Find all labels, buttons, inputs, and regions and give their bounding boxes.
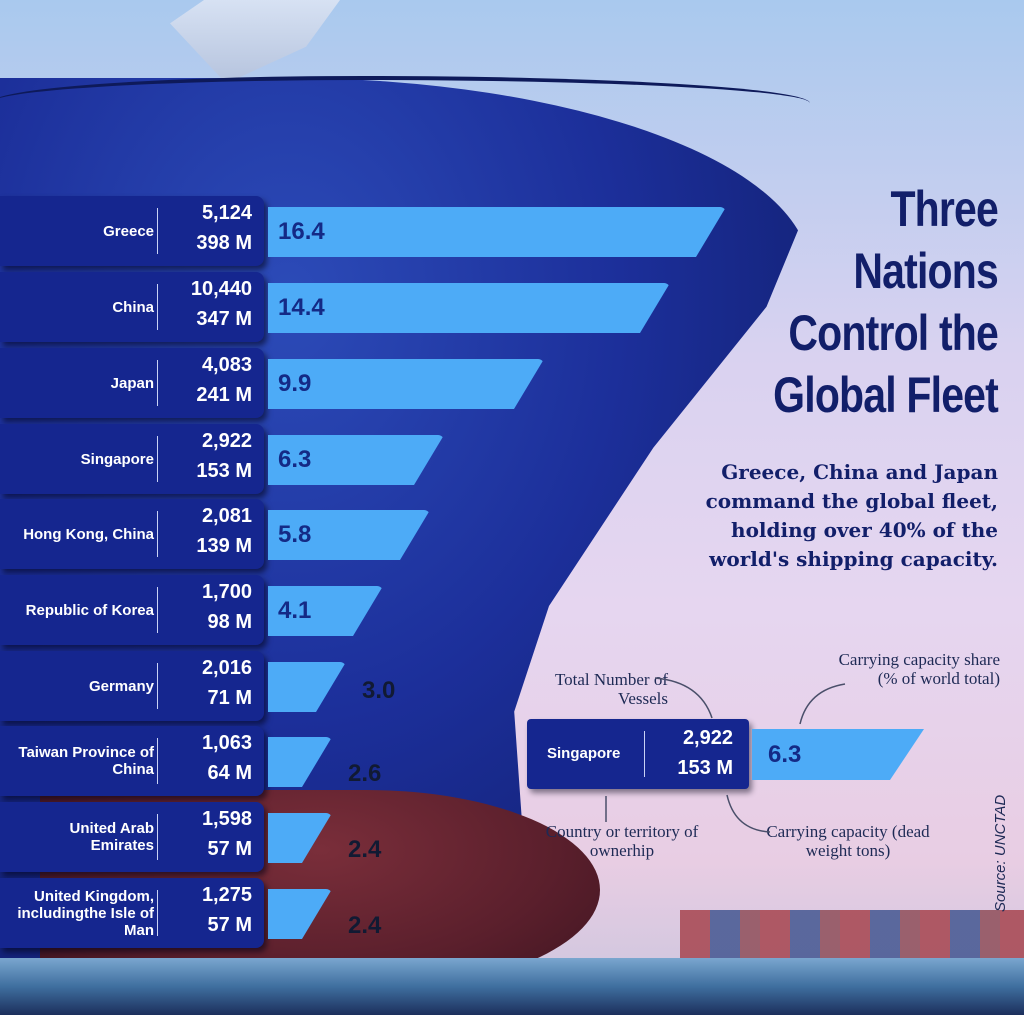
vessel-count: 1,063 <box>201 732 252 754</box>
country-label: United Kingdom, includingthe Isle of Man <box>17 887 154 939</box>
country-panel: China 10,440 347 M <box>0 272 264 342</box>
deadweight-tons: 57 M <box>207 838 252 860</box>
legend-label-dwt: Carrying capacity (dead weight tons) <box>766 822 930 860</box>
vessel-count: 1,700 <box>201 581 252 603</box>
share-bar <box>268 207 726 257</box>
legend-share-value: 6.3 <box>768 741 802 768</box>
legend-label-country: Country or territory of ownerhip <box>545 822 699 860</box>
vessel-count: 5,124 <box>201 202 252 224</box>
share-value: 4.1 <box>278 597 312 624</box>
deadweight-tons: 64 M <box>207 762 252 784</box>
panel-divider <box>157 511 158 557</box>
vessel-count: 1,598 <box>201 808 252 830</box>
share-value: 9.9 <box>278 370 312 397</box>
panel-divider <box>157 738 158 784</box>
legend-example-panel: Singapore 2,922 153 M <box>527 719 749 789</box>
vessel-count: 2,016 <box>201 657 252 679</box>
country-label: Taiwan Province of China <box>18 744 154 778</box>
panel-divider <box>157 436 158 482</box>
water <box>0 958 1024 1015</box>
legend-share-bar <box>752 729 924 780</box>
share-bar <box>268 435 444 485</box>
page-title: Three Nations Control the Global Fleet <box>736 178 999 426</box>
deadweight-tons: 57 M <box>207 914 252 936</box>
title-line: Global Fleet <box>773 367 999 423</box>
deadweight-tons: 153 M <box>196 460 252 482</box>
share-bar <box>268 359 544 409</box>
country-label: Singapore <box>80 450 154 468</box>
share-value: 2.4 <box>348 836 382 863</box>
country-label: Japan <box>110 374 154 392</box>
vessel-count: 10,440 <box>190 278 252 300</box>
share-value: 14.4 <box>278 294 325 321</box>
country-label: China <box>112 298 154 316</box>
country-label: United Arab Emirates <box>69 820 154 854</box>
deadweight-tons: 398 M <box>196 232 252 254</box>
legend-label-share: Carrying capacity share (% of world tota… <box>838 650 1000 688</box>
panel-divider <box>157 208 158 254</box>
country-panel: Germany 2,016 71 M <box>0 651 264 721</box>
share-value: 5.8 <box>278 521 312 548</box>
subtitle: Greece, China and Japan command the glob… <box>705 460 998 571</box>
vessel-count: 2,081 <box>201 505 252 527</box>
title-line: Nations <box>853 243 998 299</box>
panel-divider <box>157 284 158 330</box>
deadweight-tons: 98 M <box>207 611 252 633</box>
country-panel: Singapore 2,922 153 M <box>0 424 264 494</box>
country-label: Germany <box>88 677 154 695</box>
country-panel: Taiwan Province of China 1,063 64 M <box>0 726 264 796</box>
vessel-count: 4,083 <box>201 354 252 376</box>
panel-divider <box>157 587 158 633</box>
country-label: Greece <box>103 222 154 240</box>
share-value: 3.0 <box>362 677 396 704</box>
ship-deck-rim <box>0 76 810 106</box>
country-label: Hong Kong, China <box>23 525 154 543</box>
country-panel: Japan 4,083 241 M <box>0 348 264 418</box>
share-bar <box>268 510 430 560</box>
legend-country: Singapore <box>547 745 621 762</box>
title-line: Three <box>890 181 998 237</box>
country-panel: Republic of Korea 1,700 98 M <box>0 575 264 645</box>
deadweight-tons: 71 M <box>207 687 252 709</box>
country-panel: United Kingdom, includingthe Isle of Man… <box>0 878 264 948</box>
source-credit: Source: UNCTAD <box>992 794 1009 912</box>
deadweight-tons: 139 M <box>196 535 252 557</box>
share-bar <box>268 283 670 333</box>
vessel-count: 1,275 <box>201 884 252 906</box>
share-value: 2.4 <box>348 912 382 939</box>
deadweight-tons: 347 M <box>196 308 252 330</box>
share-value: 16.4 <box>278 218 325 245</box>
title-line: Control the <box>788 305 998 361</box>
panel-divider <box>157 360 158 406</box>
panel-divider <box>157 814 158 860</box>
deadweight-tons: 241 M <box>196 384 252 406</box>
legend-label-vessels: Total Number of Vessels <box>554 670 668 708</box>
country-panel: United Arab Emirates 1,598 57 M <box>0 802 264 872</box>
legend-dwt: 153 M <box>677 757 733 779</box>
country-panel: Greece 5,124 398 M <box>0 196 264 266</box>
vessel-count: 2,922 <box>201 430 252 452</box>
country-label: Republic of Korea <box>25 601 154 619</box>
panel-divider <box>157 890 158 936</box>
share-value: 6.3 <box>278 446 312 473</box>
country-panel: Hong Kong, China 2,081 139 M <box>0 499 264 569</box>
ship-mast <box>170 0 340 78</box>
legend-divider <box>644 731 645 777</box>
panel-divider <box>157 663 158 709</box>
share-value: 2.6 <box>348 760 382 787</box>
legend-vessels: 2,922 <box>682 727 733 749</box>
